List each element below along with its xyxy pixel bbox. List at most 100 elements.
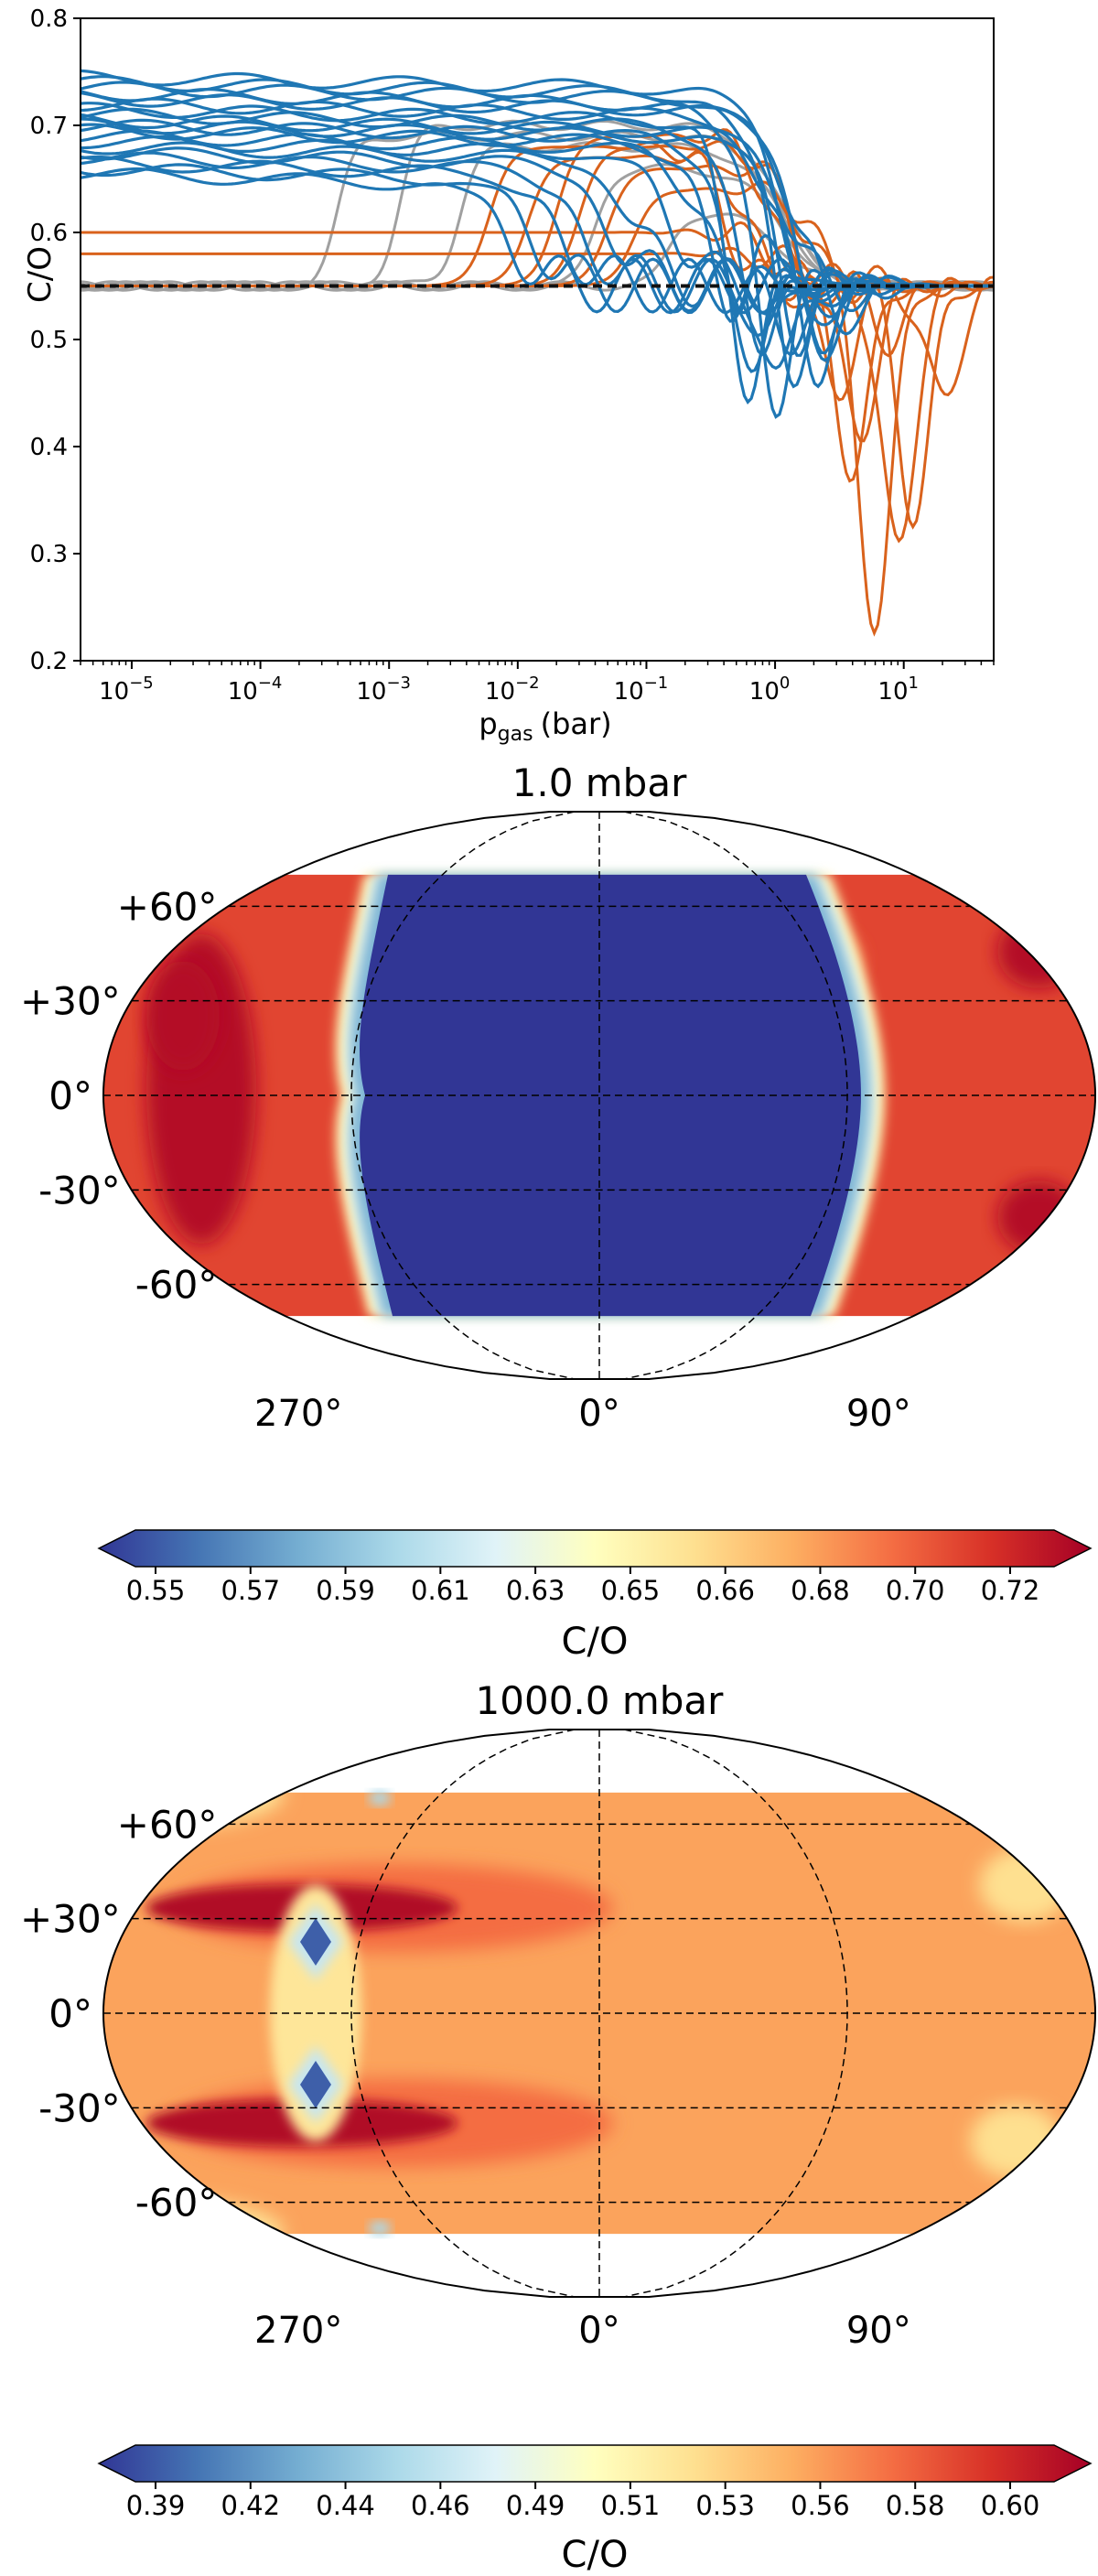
x-tick-label: 10−3 — [356, 674, 411, 706]
map-1mbar: 1.0 mbar +60° +30° 0° -30° -60° 270° 0° 90° — [20, 760, 1097, 1435]
y-axis-label: C/O — [22, 246, 59, 303]
graticule-lon — [350, 1730, 576, 2297]
colorbar-tick-label: 0.39 — [126, 2490, 186, 2521]
low-co-spot — [300, 1918, 331, 1966]
high-co-patch — [146, 961, 220, 1071]
blue-profile-line — [81, 146, 994, 362]
blue-profile-line — [81, 167, 994, 327]
y-tick-label: 0.8 — [30, 5, 68, 33]
low-co-patch — [979, 1848, 1071, 1922]
x-tick-label: 101 — [877, 674, 919, 706]
colorbar-tick-label: 0.55 — [126, 1575, 186, 1606]
map-1000mbar-title: 1000.0 mbar — [476, 1678, 725, 1723]
edge-spot — [369, 1790, 391, 1805]
map-1mbar-title: 1.0 mbar — [512, 760, 687, 805]
blue-profile-line — [81, 75, 994, 389]
x-axis-ticks: 10−5 10−4 10−3 10−2 10−1 100 101 — [80, 661, 995, 706]
orange-profile-line — [81, 128, 994, 637]
lon-label: 270° — [254, 1393, 342, 1435]
orange-profile-line — [81, 141, 994, 402]
y-tick-label: 0.6 — [30, 220, 68, 247]
colorbar-tick-label: 0.57 — [221, 1575, 280, 1606]
edge-spot — [369, 2221, 391, 2236]
colorbar-tick-label: 0.58 — [886, 2490, 945, 2521]
blue-profile-line — [81, 92, 994, 336]
lat-label: -30° — [38, 1168, 121, 1213]
colorbar-1mbar-label: C/O — [562, 1621, 629, 1663]
colorbar-1mbar-bar — [97, 1529, 1093, 1568]
x-tick-label: 10−2 — [485, 674, 540, 706]
y-tick-label: 0.3 — [30, 541, 68, 568]
dayside-region — [360, 874, 861, 1317]
colorbar-tick-label: 0.68 — [791, 1575, 850, 1606]
colorbar-tick-label: 0.56 — [791, 2490, 850, 2521]
map-1000mbar-lon-labels: 270° 0° 90° — [254, 2310, 911, 2352]
map-1000mbar: 1000.0 mbar +60° +30° 0° -30° -60° 270° 0° 90° — [20, 1678, 1097, 2352]
map-1mbar-lat-labels: +60° +30° 0° -30° -60° — [20, 884, 217, 1307]
lat-label: -60° — [135, 1263, 218, 1308]
colorbar-tick-label: 0.72 — [981, 1575, 1040, 1606]
colorbar-tick-label: 0.46 — [411, 2490, 470, 2521]
lat-label: 0° — [48, 1991, 92, 2036]
y-tick-label: 0.7 — [30, 113, 68, 140]
colorbar-1000mbar-label: C/O — [562, 2534, 629, 2576]
colorbar-tick-label: 0.61 — [411, 1575, 470, 1606]
x-tick-label: 10−5 — [99, 674, 154, 706]
y-tick-label: 0.2 — [30, 648, 68, 675]
x-tick-label: 10−4 — [228, 674, 283, 706]
colorbar-tick-label: 0.63 — [506, 1575, 565, 1606]
lon-label: 0° — [578, 1393, 619, 1435]
lon-label: 0° — [578, 2310, 619, 2352]
spot-halo — [270, 1885, 361, 2141]
lon-label: 90° — [846, 2310, 911, 2352]
colorbar-tick-label: 0.53 — [695, 2490, 755, 2521]
colorbar-1mbar: 0.55 0.57 0.59 0.61 0.63 0.65 0.66 0.68 0.70 0.72… — [97, 1529, 1093, 1663]
blue-profile-line — [81, 155, 994, 357]
colorbar-tick-label: 0.59 — [316, 1575, 375, 1606]
colorbar-tick-label: 0.70 — [886, 1575, 945, 1606]
colorbar-1000mbar-ticks: 0.39 0.42 0.44 0.46 0.49 0.51 0.53 0.56 0.58 0.60 — [126, 2482, 1040, 2521]
lat-label: +60° — [117, 1802, 218, 1847]
map-1000mbar-graticule — [103, 1730, 1095, 2297]
low-co-spot — [300, 2061, 331, 2108]
graticule-lon — [350, 812, 576, 1379]
map-1000mbar-lat-labels: +60° +30° 0° -30° -60° — [20, 1802, 217, 2225]
lat-label: 0° — [48, 1073, 92, 1118]
x-tick-label: 10−1 — [614, 674, 669, 706]
map-1000mbar-outline — [102, 1729, 1097, 2298]
lat-label: +60° — [117, 884, 218, 929]
orange-profile-line — [81, 244, 994, 443]
x-tick-label: 100 — [749, 674, 791, 706]
colorbar-tick-label: 0.51 — [601, 2490, 661, 2521]
colorbar-1mbar-ticks: 0.55 0.57 0.59 0.61 0.63 0.65 0.66 0.68 0.70 0.72 — [126, 1567, 1040, 1606]
profile-lines — [81, 69, 994, 637]
y-tick-label: 0.4 — [30, 434, 68, 461]
map-1mbar-outline — [102, 811, 1097, 1380]
co-profile-chart: 0.20.30.40.50.60.70.8 10−5 10−4 10−3 10−2 10… — [22, 5, 995, 746]
colorbar-tick-label: 0.42 — [221, 2490, 280, 2521]
colorbar-tick-label: 0.66 — [695, 1575, 755, 1606]
high-co-patch — [997, 915, 1080, 988]
colorbar-tick-label: 0.49 — [506, 2490, 565, 2521]
graticule-lon — [623, 812, 848, 1379]
graticule-lon — [623, 1730, 848, 2297]
colorbar-1000mbar: 0.39 0.42 0.44 0.46 0.49 0.51 0.53 0.56 0.58 0.60… — [97, 2444, 1093, 2576]
map-1mbar-graticule — [103, 812, 1095, 1379]
lon-label: 90° — [846, 1393, 911, 1435]
lat-label: -30° — [38, 2086, 121, 2130]
lat-label: +30° — [20, 1897, 121, 1942]
map-1mbar-lon-labels: 270° 0° 90° — [254, 1393, 911, 1435]
x-axis-label: pgas (bar) — [479, 706, 611, 746]
blue-profile-line — [81, 151, 994, 338]
lat-label: -60° — [135, 2181, 218, 2226]
lat-label: +30° — [20, 979, 121, 1024]
y-axis-ticks: 0.2 0.3 0.4 0.5 0.6 0.7 0.8 — [30, 5, 81, 675]
colorbar-tick-label: 0.44 — [316, 2490, 375, 2521]
colorbar-tick-label: 0.65 — [601, 1575, 661, 1606]
y-tick-label: 0.5 — [30, 327, 68, 354]
blue-profile-line — [81, 141, 994, 316]
lon-label: 270° — [254, 2310, 342, 2352]
colorbar-tick-label: 0.60 — [981, 2490, 1040, 2521]
colorbar-1000mbar-bar — [97, 2444, 1093, 2483]
